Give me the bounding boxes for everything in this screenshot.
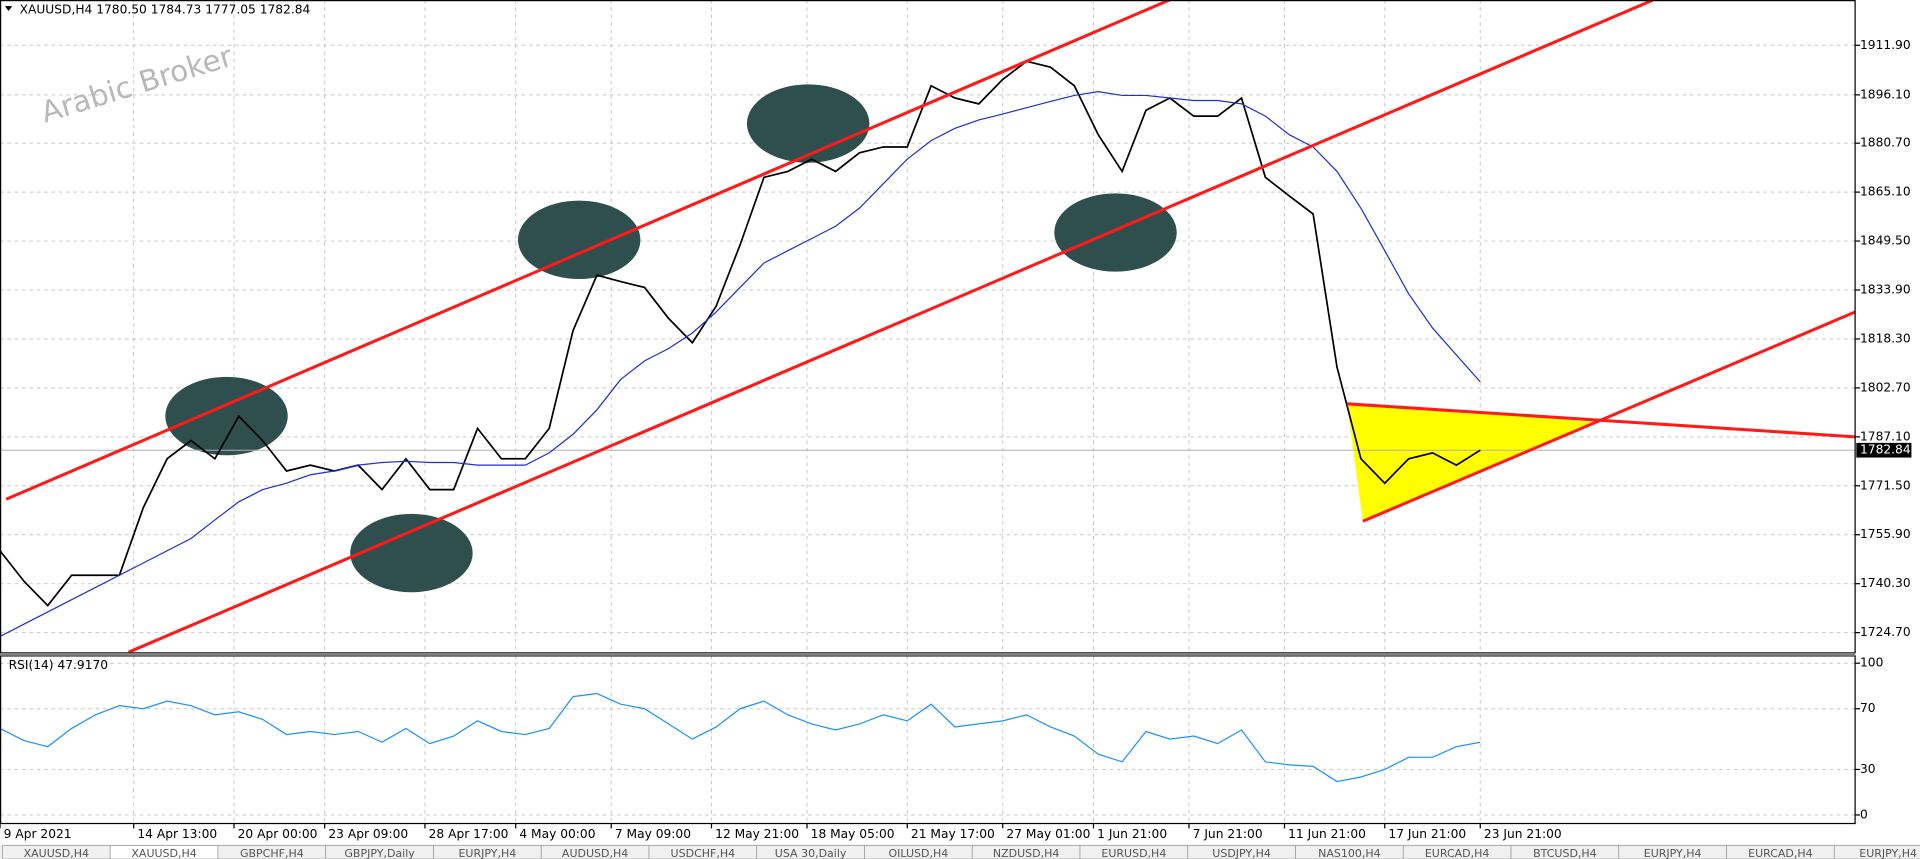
trend-line	[5, 0, 1170, 501]
tab-label[interactable]: BTCUSD,H4	[1533, 847, 1597, 859]
y-tick-label: 30	[1860, 762, 1876, 776]
y-tick-label: 70	[1860, 701, 1876, 715]
tab-label[interactable]: EURJPY,H4	[1859, 847, 1917, 859]
y-tick-label: 1833.90	[1860, 283, 1911, 297]
ellipse	[517, 200, 641, 279]
series-line	[0, 91, 1481, 637]
menu-arrow[interactable]	[4, 6, 13, 12]
tab-label[interactable]: USDJPY,H4	[1212, 847, 1271, 859]
x-tick-label: 18 May 05:00	[811, 827, 895, 841]
y-tick-label: 1755.90	[1860, 527, 1911, 541]
ellipse	[165, 376, 288, 456]
x-tick-label: 9 Apr 2021	[4, 827, 72, 841]
rsi-title: RSI(14) 47.9170	[9, 658, 109, 672]
y-tick-label: 0	[1860, 807, 1868, 821]
tab-label[interactable]: GBPCHF,H4	[240, 847, 304, 859]
tab-label[interactable]: USDCHF,H4	[671, 847, 736, 859]
x-tick-label: 7 May 09:00	[615, 827, 691, 841]
tabs: XAUUSD,H4 XAUUSD,H4 GBPCHF,H4 GBPJPY,Daily E…	[2, 845, 1920, 859]
tab-label[interactable]: AUDUSD,H4	[562, 847, 628, 859]
x-tick-label: 1 Jun 21:00	[1097, 827, 1167, 841]
tab-label[interactable]: EURCAD,H4	[1748, 847, 1813, 859]
tab-label[interactable]: XAUUSD,H4	[131, 847, 196, 859]
tab-label[interactable]: NAS100,H4	[1318, 847, 1381, 859]
y-tick-label: 1880.70	[1860, 136, 1911, 150]
drawings	[165, 84, 1598, 593]
x-tick-label: 14 Apr 13:00	[137, 827, 217, 841]
tab-label[interactable]: EURJPY,H4	[458, 847, 516, 859]
last-price-label: 1782.84	[1860, 443, 1911, 457]
x-tick-label: 12 May 21:00	[715, 827, 799, 841]
y-tick-label: 1818.30	[1860, 331, 1911, 345]
x-tick-label: 7 Jun 21:00	[1193, 827, 1263, 841]
y-tick-label: 1787.10	[1860, 429, 1911, 443]
tab-label[interactable]: EURUSD,H4	[1101, 847, 1166, 859]
grid	[0, 0, 1856, 824]
y-tick-label: 1771.50	[1860, 478, 1911, 492]
x-tick-label: 17 Jun 21:00	[1388, 827, 1466, 841]
trend-line	[1362, 310, 1856, 523]
triangle-fill	[1346, 403, 1598, 522]
trend-line	[1346, 402, 1856, 439]
plot	[0, 60, 1856, 783]
x-tick-label: 27 May 01:00	[1006, 827, 1090, 841]
y-tick-label: 1865.10	[1860, 185, 1911, 199]
ellipse	[1054, 193, 1177, 272]
y-tick-label: 1896.10	[1860, 87, 1911, 101]
tab-label[interactable]: USA 30,Daily	[775, 847, 847, 859]
x-tick-label: 28 Apr 17:00	[429, 827, 509, 841]
x-tick-label: 20 Apr 00:00	[238, 827, 318, 841]
x-tick-label: 23 Apr 09:00	[328, 827, 408, 841]
last-price-box	[1856, 442, 1912, 458]
tab-label[interactable]: NZDUSD,H4	[993, 847, 1060, 859]
x-tick-label: 21 May 17:00	[911, 827, 995, 841]
x-tick-label: 4 May 00:00	[519, 827, 595, 841]
series-line	[0, 60, 1481, 607]
x-tick-label: 23 Jun 21:00	[1484, 827, 1562, 841]
ellipse	[350, 513, 473, 593]
y-tick-label: 100	[1860, 656, 1883, 670]
trend-lines	[5, 0, 1856, 654]
y-tick-label: 1724.70	[1860, 625, 1911, 639]
ellipse	[746, 84, 870, 163]
tab[interactable]	[1833, 845, 1920, 859]
y-tick-label: 1802.70	[1860, 380, 1911, 394]
tab-label[interactable]: GBPJPY,Daily	[344, 847, 415, 859]
series-line	[0, 692, 1481, 783]
tab-label[interactable]: EURJPY,H4	[1644, 847, 1702, 859]
y-tick-label: 1849.50	[1860, 234, 1911, 248]
tab-label[interactable]: OILUSD,H4	[888, 847, 948, 859]
y-tick-label: 1911.90	[1860, 38, 1911, 52]
y-tick-label: 1740.30	[1860, 576, 1911, 590]
tab-label[interactable]: EURCAD,H4	[1425, 847, 1490, 859]
x-tick-label: 11 Jun 21:00	[1288, 827, 1366, 841]
trend-line	[127, 0, 1654, 654]
splitter	[0, 652, 1856, 656]
chart-title: XAUUSD,H4 1780.50 1784.73 1777.05 1782.8…	[20, 2, 311, 16]
tab-label[interactable]: XAUUSD,H4	[24, 847, 89, 859]
